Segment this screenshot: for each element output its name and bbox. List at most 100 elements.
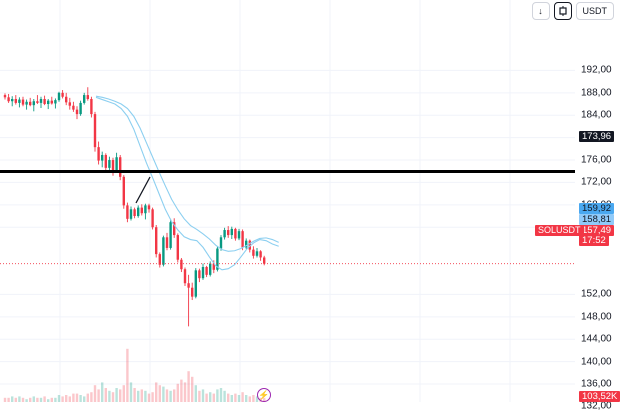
arrow-down-button[interactable]: ↓ [531, 2, 550, 20]
candle-body [18, 99, 21, 103]
moving-average-line [95, 95, 279, 252]
candle-body [126, 205, 129, 219]
volume-bar [129, 382, 133, 402]
price-tick-label: 144,00 [581, 333, 612, 345]
candle-body [248, 240, 251, 250]
candle-body [241, 231, 244, 248]
drawn-trend-line[interactable] [135, 176, 151, 204]
volume-bar [155, 382, 158, 402]
candle-body [151, 209, 154, 228]
volume-bar [47, 399, 50, 402]
volume-bar [255, 396, 259, 402]
price-tick-label: 140,00 [581, 356, 612, 368]
volume-bar [169, 390, 172, 402]
price-tick-label: 172,00 [581, 176, 612, 188]
candle-body [129, 209, 133, 219]
lightning-icon[interactable]: ⚡ [257, 388, 271, 402]
price-tick-label: 176,00 [581, 154, 612, 166]
price-tick-label: 148,00 [581, 311, 612, 323]
volume-bar [61, 396, 64, 402]
volume-bar [187, 371, 190, 402]
candle-body [79, 102, 82, 115]
chart-type-button[interactable] [553, 2, 572, 20]
volume-bar [29, 397, 32, 402]
candle-body [169, 222, 172, 248]
chart-toolbar: ↓ USDT [531, 2, 614, 20]
volume-bar [122, 385, 125, 402]
candle-body [133, 209, 136, 217]
ma-lower-label: 158,81 [579, 214, 615, 225]
volume-bar [14, 397, 17, 402]
volume-bar [18, 396, 21, 402]
price-chart[interactable] [0, 0, 622, 402]
candle-icon [558, 6, 567, 16]
candle-body [201, 266, 205, 279]
candle-body [111, 160, 115, 171]
candle-body [259, 251, 262, 258]
candle-body [137, 207, 140, 217]
moving-average-lines [95, 95, 279, 271]
volume-bar [248, 396, 251, 402]
candle-body [50, 100, 53, 104]
volume-bar [83, 396, 86, 402]
arrow-down-icon: ↓ [538, 6, 543, 16]
volume-bar [198, 390, 201, 402]
candle-body [101, 154, 104, 161]
candle-body [245, 240, 248, 248]
candle-body [176, 235, 179, 260]
candle-body [83, 95, 86, 103]
candle-body [263, 257, 266, 264]
volume-bar [79, 395, 82, 402]
volume-label: 103,52K [579, 391, 621, 402]
candle-body [183, 269, 187, 284]
candle-body [54, 100, 57, 104]
volume-bar [101, 382, 104, 402]
volume-bar [68, 396, 71, 402]
volume-bar [237, 395, 241, 402]
currency-selector[interactable]: USDT [575, 2, 614, 20]
currency-label: USDT [582, 6, 608, 16]
volume-bar [115, 388, 118, 402]
volume-bar [97, 389, 100, 402]
volume-bar [245, 395, 248, 402]
countdown-label: 17:52 [579, 235, 609, 246]
candle-body [108, 160, 111, 168]
candle-body [191, 287, 194, 297]
volume-bar [126, 348, 129, 402]
volume-bar [201, 389, 205, 402]
volume-bar [75, 393, 79, 402]
candle-body [237, 231, 241, 239]
volume-bar [209, 392, 212, 402]
candle-body [75, 109, 79, 115]
candle-body [68, 102, 71, 106]
candle-body [252, 249, 255, 256]
candle-body [223, 230, 226, 238]
candle-body [219, 237, 223, 249]
candle-body [90, 98, 93, 115]
candle-body [173, 222, 176, 236]
volume-bar [111, 392, 115, 402]
volume-bar [54, 397, 57, 402]
candle-body [93, 114, 97, 148]
candle-body [32, 101, 35, 106]
candle-body [216, 248, 219, 270]
candle-body [14, 98, 17, 103]
candle-body [194, 270, 197, 297]
volume-bar [183, 382, 187, 402]
volume-bar [90, 392, 93, 402]
volume-bar [21, 397, 25, 402]
candle-body [205, 266, 208, 275]
candle-body [230, 228, 233, 236]
candle-body [11, 98, 14, 102]
candle-body [144, 205, 147, 214]
candle-body [115, 157, 118, 171]
volume-bar [108, 390, 111, 402]
candle-body [72, 105, 75, 110]
volume-bar [165, 389, 169, 402]
candle-body [97, 147, 100, 161]
volume-bar [227, 393, 230, 402]
volume-bar [133, 388, 136, 402]
candle-body [209, 263, 212, 275]
candle-body [47, 100, 50, 105]
